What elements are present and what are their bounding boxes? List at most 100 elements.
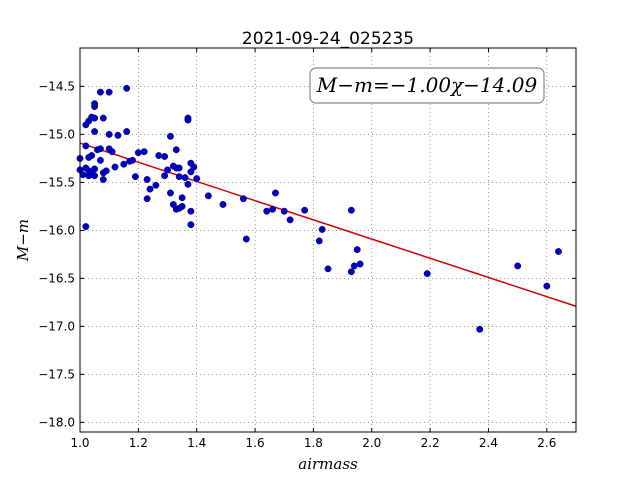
x-tick-label: 2.2 bbox=[421, 436, 440, 450]
x-tick-label: 1.4 bbox=[187, 436, 206, 450]
data-point bbox=[353, 246, 361, 254]
data-point bbox=[193, 175, 201, 183]
data-point bbox=[272, 189, 279, 197]
data-point bbox=[301, 206, 309, 214]
y-tick-label: −15.5 bbox=[38, 175, 75, 189]
y-axis-ticks: −14.5 −15.0 −15.5 −16.0 −16.5 −17.0 −17.5 −18.0 bbox=[38, 79, 576, 429]
data-point bbox=[178, 194, 186, 202]
data-points bbox=[76, 84, 562, 333]
data-point bbox=[102, 167, 110, 175]
grid-lines bbox=[79, 48, 576, 432]
x-tick-label: 1.2 bbox=[129, 436, 148, 450]
data-point bbox=[175, 164, 183, 172]
x-tick-label: 1.6 bbox=[246, 436, 265, 450]
x-axis-ticks: 1.0 1.2 1.4 1.6 1.8 2.0 2.2 2.4 2.6 bbox=[70, 48, 556, 450]
data-point bbox=[82, 223, 90, 231]
y-tick-label: −16.5 bbox=[38, 271, 75, 285]
data-point bbox=[263, 207, 271, 215]
x-axis-label: airmass bbox=[298, 455, 358, 473]
annotation-frame bbox=[309, 67, 545, 104]
data-point bbox=[155, 152, 163, 159]
data-point bbox=[178, 202, 186, 210]
data-point bbox=[120, 160, 128, 168]
data-point bbox=[514, 262, 522, 270]
data-point bbox=[324, 265, 332, 273]
data-point bbox=[131, 173, 139, 181]
data-point bbox=[286, 216, 294, 224]
data-point bbox=[99, 176, 107, 183]
annotation-box: M−m=−1.00χ−14.09 bbox=[309, 67, 545, 104]
data-point bbox=[184, 116, 192, 124]
data-point bbox=[350, 262, 358, 270]
y-tick-label: −15.0 bbox=[38, 127, 75, 141]
x-tick-label: 2.0 bbox=[362, 436, 381, 450]
data-point bbox=[280, 207, 288, 215]
data-point bbox=[99, 114, 107, 122]
data-point bbox=[79, 171, 87, 179]
data-point bbox=[219, 201, 227, 208]
data-point bbox=[269, 205, 277, 213]
y-tick-label: −17.5 bbox=[38, 367, 75, 381]
data-point bbox=[91, 114, 99, 122]
data-point bbox=[108, 148, 116, 156]
data-point bbox=[181, 174, 189, 182]
data-point bbox=[123, 84, 131, 92]
data-point bbox=[140, 148, 148, 156]
x-tick-label: 2.6 bbox=[537, 436, 556, 450]
data-point bbox=[347, 268, 355, 276]
data-point bbox=[166, 189, 174, 197]
data-point bbox=[91, 165, 99, 173]
data-point bbox=[114, 131, 122, 139]
data-point bbox=[184, 180, 192, 188]
y-tick-label: −14.5 bbox=[38, 79, 75, 93]
data-point bbox=[88, 152, 96, 159]
data-point bbox=[242, 235, 250, 243]
data-point bbox=[123, 128, 131, 135]
data-point bbox=[423, 270, 431, 278]
data-point bbox=[96, 88, 104, 96]
x-tick-label: 2.4 bbox=[479, 436, 498, 450]
data-point bbox=[356, 260, 364, 268]
data-point bbox=[161, 153, 169, 160]
fit-line bbox=[79, 142, 577, 307]
data-point bbox=[175, 173, 183, 181]
chart-title: 2021-09-24_025235 bbox=[242, 29, 414, 49]
data-point bbox=[91, 172, 99, 180]
plot-frame bbox=[79, 47, 577, 433]
fit-equation: M−m=−1.00χ−14.09 bbox=[316, 73, 538, 97]
data-point bbox=[146, 185, 154, 193]
data-point bbox=[152, 181, 160, 189]
y-tick-label: −18.0 bbox=[38, 415, 75, 429]
y-tick-label: −16.0 bbox=[38, 223, 75, 237]
y-axis-label: M−m bbox=[14, 219, 32, 262]
data-point bbox=[555, 248, 562, 255]
y-tick-label: −17.0 bbox=[38, 319, 75, 333]
data-point bbox=[318, 225, 326, 233]
data-point bbox=[134, 149, 142, 157]
data-point bbox=[105, 130, 113, 138]
data-point bbox=[161, 172, 169, 180]
data-point bbox=[239, 195, 247, 203]
data-point bbox=[190, 163, 198, 171]
fit-line-group bbox=[79, 142, 577, 307]
data-point bbox=[143, 176, 151, 183]
data-point bbox=[187, 207, 195, 215]
data-point bbox=[476, 325, 484, 333]
data-point bbox=[172, 146, 180, 154]
data-point bbox=[96, 156, 104, 164]
data-point bbox=[143, 195, 151, 203]
data-point bbox=[347, 206, 355, 214]
data-point bbox=[543, 282, 551, 290]
x-tick-label: 1.0 bbox=[70, 436, 89, 450]
data-point bbox=[166, 132, 174, 140]
data-point bbox=[96, 145, 104, 153]
data-point bbox=[91, 100, 99, 108]
x-tick-label: 1.8 bbox=[304, 436, 323, 450]
data-point bbox=[204, 192, 212, 200]
data-point bbox=[91, 128, 99, 135]
data-point bbox=[111, 163, 119, 171]
data-point bbox=[315, 237, 323, 245]
data-point bbox=[187, 221, 195, 229]
data-point bbox=[82, 142, 90, 150]
